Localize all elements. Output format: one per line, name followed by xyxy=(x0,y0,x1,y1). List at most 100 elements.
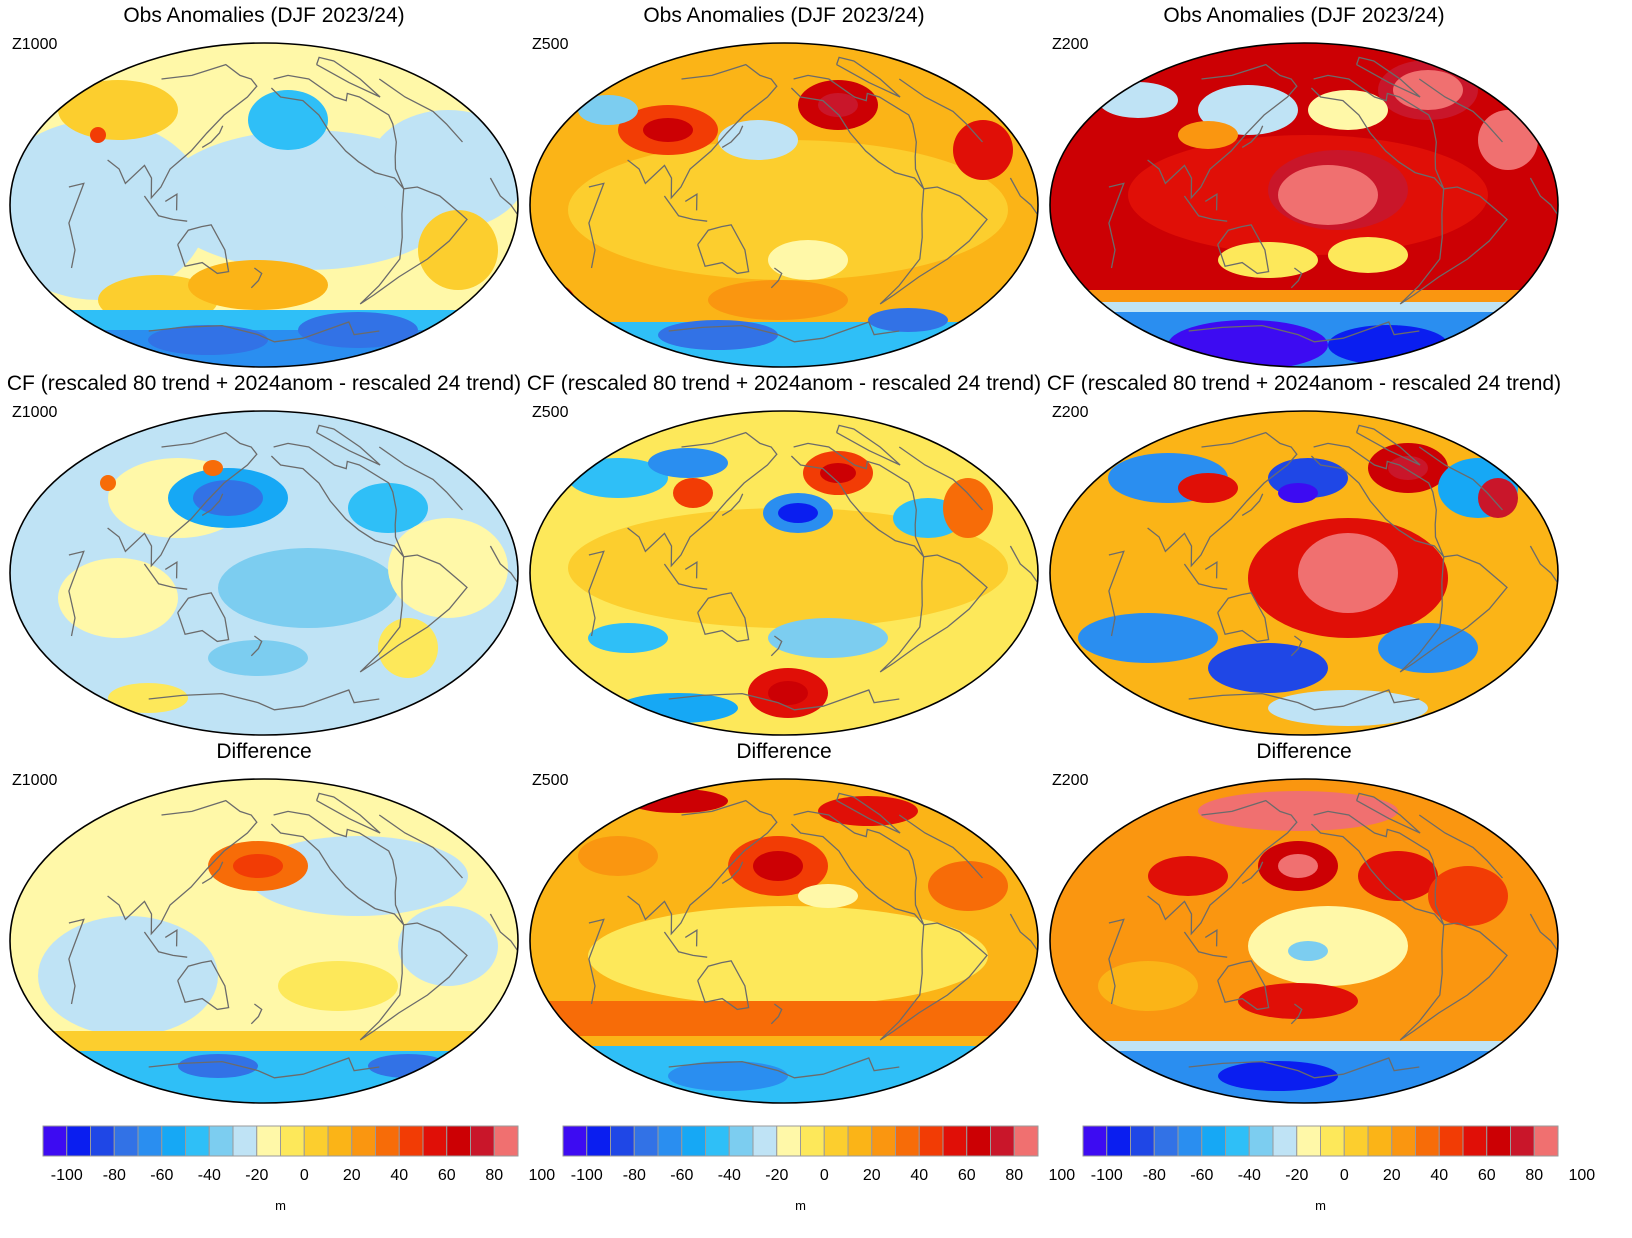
colorbar-tick-label: -80 xyxy=(623,1167,646,1184)
colorbar-tick-label: 100 xyxy=(1048,1167,1075,1184)
colorbar: -100 -80 -60 -40 -20 0 20 40 60 80 100 m xyxy=(556,1116,1075,1226)
map-panel-z1000_cf: CF (rescaled 80 trend + 2024anom - resca… xyxy=(0,368,528,738)
colorbar-swatch xyxy=(185,1125,210,1157)
coastlines xyxy=(68,424,518,711)
colorbar-swatch xyxy=(800,1125,825,1157)
pressure-level-label: Z1000 xyxy=(12,36,58,53)
colorbar-swatch xyxy=(610,1125,635,1157)
colorbar-swatch xyxy=(1486,1125,1511,1157)
colorbar-tick-label: 0 xyxy=(300,1167,309,1184)
map-panel-z200_cf: CF (rescaled 80 trend + 2024anom - resca… xyxy=(1040,368,1568,738)
colorbar-swatch xyxy=(1343,1125,1369,1157)
colorbar-swatch xyxy=(823,1125,849,1157)
colorbar-tick-label: 20 xyxy=(1383,1167,1401,1184)
pressure-level-label: Z500 xyxy=(532,772,569,789)
colorbar-tick-label: -100 xyxy=(1091,1167,1123,1184)
map-plot xyxy=(1049,410,1559,736)
coastlines xyxy=(588,424,1038,711)
colorbar-unit-label: m xyxy=(1315,1198,1326,1213)
colorbar-tick-label: 80 xyxy=(1525,1167,1543,1184)
map-plot xyxy=(529,42,1039,368)
colorbar-swatch xyxy=(1130,1125,1155,1157)
colorbar-tick-label: 80 xyxy=(1005,1167,1023,1184)
panel-title: CF (rescaled 80 trend + 2024anom - resca… xyxy=(1046,372,1562,395)
colorbar-tick-label: -60 xyxy=(670,1167,693,1184)
colorbar-swatch xyxy=(918,1125,944,1157)
map-panel-z500_diff: Difference Z500 xyxy=(520,736,1048,1106)
colorbar-tick-label: -40 xyxy=(198,1167,221,1184)
colorbar-tick-label: -20 xyxy=(765,1167,788,1184)
contour-field xyxy=(1050,43,1558,367)
colorbar-tick-label: 60 xyxy=(438,1167,456,1184)
map-plot xyxy=(529,778,1039,1104)
colorbar-swatch xyxy=(422,1125,448,1157)
colorbar-swatch xyxy=(1013,1125,1039,1157)
coastlines xyxy=(1108,792,1558,1079)
map-frame xyxy=(529,42,1039,368)
map-frame xyxy=(1049,42,1559,368)
colorbar-swatch xyxy=(446,1125,471,1157)
colorbar-tick-label: 100 xyxy=(1568,1167,1595,1184)
colorbar-swatch xyxy=(1533,1125,1559,1157)
colorbar-swatch xyxy=(1153,1125,1179,1157)
colorbar: -100 -80 -60 -40 -20 0 20 40 60 80 100 m xyxy=(36,1116,555,1226)
map-frame xyxy=(9,778,519,1104)
colorbar-swatch xyxy=(470,1125,495,1157)
colorbar-swatch xyxy=(728,1125,754,1157)
map-plot xyxy=(1049,778,1559,1104)
colorbar-swatch xyxy=(208,1125,234,1157)
colorbar-swatch xyxy=(1415,1125,1440,1157)
colorbar-swatch xyxy=(895,1125,920,1157)
colorbar-swatch xyxy=(847,1125,873,1157)
colorbar-tick-label: 40 xyxy=(910,1167,928,1184)
panel-title: CF (rescaled 80 trend + 2024anom - resca… xyxy=(6,372,522,395)
contour-field xyxy=(10,779,518,1103)
panel-title: Difference xyxy=(1256,740,1352,763)
colorbar-tick-label: 20 xyxy=(863,1167,881,1184)
colorbar: -100 -80 -60 -40 -20 0 20 40 60 80 100 m xyxy=(1076,1116,1595,1226)
pressure-level-label: Z200 xyxy=(1052,772,1089,789)
colorbar-swatch xyxy=(657,1125,683,1157)
map-plot xyxy=(9,410,519,736)
colorbar-swatch xyxy=(493,1125,519,1157)
colorbar-tick-label: 40 xyxy=(1430,1167,1448,1184)
colorbar-swatch xyxy=(562,1125,588,1157)
colorbar-swatch xyxy=(375,1125,400,1157)
colorbar-swatch xyxy=(137,1125,163,1157)
coastlines xyxy=(588,56,1038,343)
colorbar-swatch xyxy=(1106,1125,1131,1157)
colorbar-swatch xyxy=(942,1125,968,1157)
panel-title: Obs Anomalies (DJF 2023/24) xyxy=(643,4,925,27)
colorbar-swatch xyxy=(42,1125,68,1157)
colorbar-swatch xyxy=(681,1125,706,1157)
contour-field xyxy=(530,411,1038,735)
colorbar-swatch xyxy=(1320,1125,1345,1157)
colorbar-tick-label: -20 xyxy=(1285,1167,1308,1184)
colorbar-swatch xyxy=(1177,1125,1203,1157)
colorbar-tick-label: 80 xyxy=(485,1167,503,1184)
colorbar-swatch xyxy=(256,1125,281,1157)
colorbar-tick-label: -40 xyxy=(1238,1167,1261,1184)
colorbar-tick-label: -100 xyxy=(571,1167,603,1184)
map-plot xyxy=(1049,42,1559,368)
panel-title: CF (rescaled 80 trend + 2024anom - resca… xyxy=(526,372,1042,395)
colorbar-swatch xyxy=(1272,1125,1298,1157)
map-plot xyxy=(9,778,519,1104)
colorbar-swatch xyxy=(1391,1125,1416,1157)
colorbar-unit-label: m xyxy=(275,1198,286,1213)
coastlines xyxy=(68,792,518,1079)
colorbar-swatch xyxy=(351,1125,376,1157)
panel-title: Difference xyxy=(736,740,832,763)
colorbar-swatch xyxy=(90,1125,115,1157)
colorbar-tick-label: -20 xyxy=(245,1167,268,1184)
contour-field xyxy=(530,43,1038,367)
pressure-level-label: Z200 xyxy=(1052,36,1089,53)
colorbar-swatch xyxy=(586,1125,611,1157)
map-frame xyxy=(529,778,1039,1104)
pressure-level-label: Z500 xyxy=(532,36,569,53)
colorbar-swatch xyxy=(232,1125,258,1157)
colorbar-tick-label: 40 xyxy=(390,1167,408,1184)
contour-field xyxy=(1050,779,1558,1103)
colorbar-swatch xyxy=(1201,1125,1226,1157)
colorbar-tick-label: -60 xyxy=(1190,1167,1213,1184)
